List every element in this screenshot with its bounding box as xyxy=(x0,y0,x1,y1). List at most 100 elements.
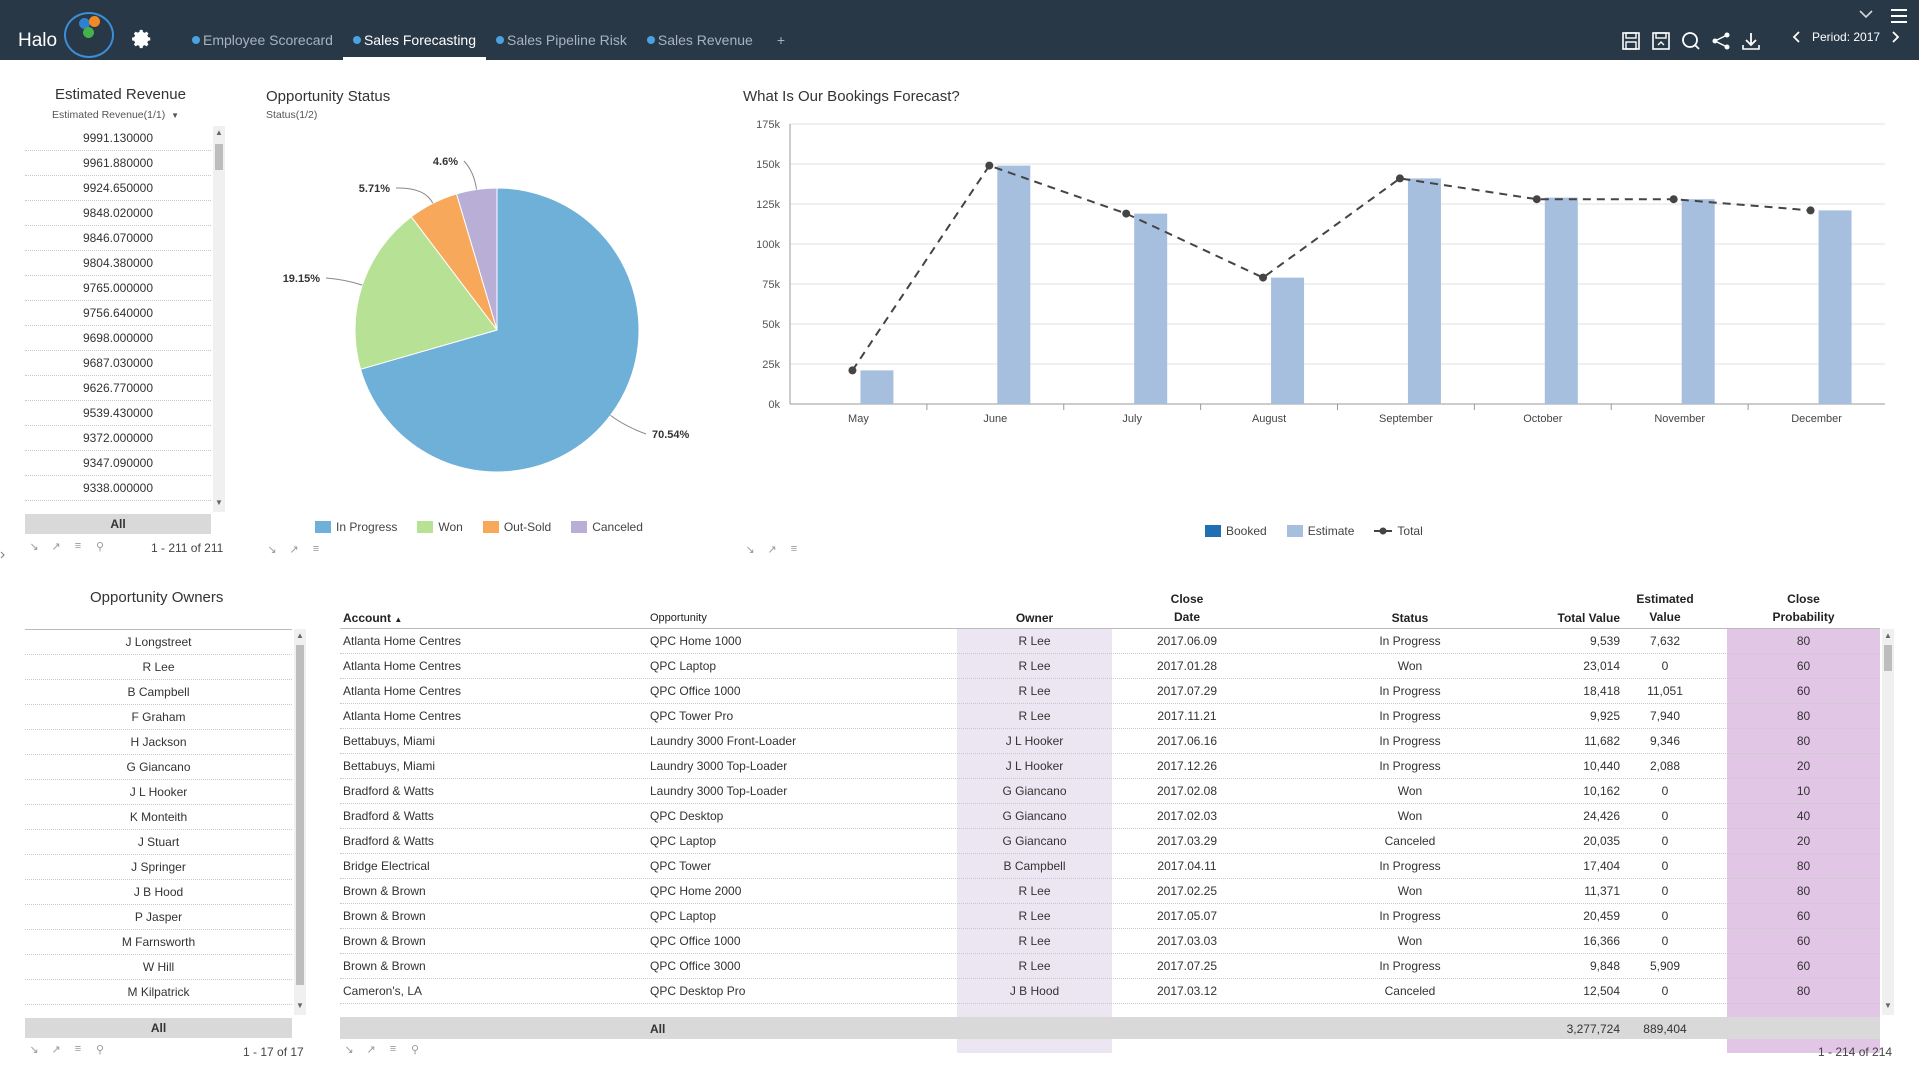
legend-item[interactable]: Out-Sold xyxy=(482,520,551,534)
bar-estimate[interactable] xyxy=(1544,197,1578,404)
list-item[interactable]: 9338.000000 xyxy=(25,476,211,501)
list-item[interactable]: 9765.000000 xyxy=(25,276,211,301)
list-item[interactable]: 9804.380000 xyxy=(25,251,211,276)
col-total-value-header[interactable]: Total Value xyxy=(1557,611,1620,625)
add-tab-button[interactable]: + xyxy=(776,32,785,48)
expand-icon[interactable]: ↗ xyxy=(289,544,299,556)
collapse-icon[interactable]: ↘ xyxy=(29,541,39,553)
save-icon[interactable] xyxy=(1620,30,1642,52)
share-icon[interactable] xyxy=(1710,30,1732,52)
expand-icon[interactable]: ↗ xyxy=(366,1044,376,1056)
legend-item[interactable]: Booked xyxy=(1205,524,1267,538)
scrollbar-thumb[interactable] xyxy=(1884,645,1892,671)
col-account-header[interactable]: Account ▲ xyxy=(343,609,402,629)
list-item[interactable]: 9924.650000 xyxy=(25,176,211,201)
menu-icon[interactable]: ≡ xyxy=(312,543,320,555)
side-panel-handle[interactable] xyxy=(0,546,6,564)
table-row[interactable]: Bridge Electrical QPC Tower B Campbell 2017… xyxy=(340,854,1880,879)
table-row[interactable]: Cameron's, LA QPC Desktop Pro J B Hood 2017… xyxy=(340,979,1880,1004)
scroll-down-icon[interactable]: ▼ xyxy=(215,498,223,507)
table-row[interactable]: Bradford & Watts QPC Laptop G Giancano 2017… xyxy=(340,829,1880,854)
expand-icon[interactable]: ↗ xyxy=(767,544,777,556)
table-row[interactable]: Atlanta Home Centres QPC Laptop R Lee 2017.… xyxy=(340,654,1880,679)
scroll-up-icon[interactable]: ▲ xyxy=(1884,631,1892,640)
chevron-left-icon[interactable] xyxy=(1792,31,1802,43)
list-item[interactable]: J L Hooker xyxy=(25,780,292,805)
chevron-down-icon[interactable] xyxy=(1858,8,1874,20)
list-item[interactable]: B Campbell xyxy=(25,680,292,705)
legend-item[interactable]: In Progress xyxy=(315,520,397,534)
col-close-date-header[interactable]: Close Date xyxy=(1112,590,1262,626)
bar-estimate[interactable] xyxy=(1818,210,1852,404)
table-row[interactable]: Bettabuys, Miami Laundry 3000 Top-Loader J… xyxy=(340,754,1880,779)
list-item[interactable]: 9539.430000 xyxy=(25,401,211,426)
opp-status-subtitle[interactable]: Status(1/2) xyxy=(266,109,318,121)
save-as-icon[interactable] xyxy=(1650,30,1672,52)
menu-icon[interactable]: ≡ xyxy=(74,1043,82,1055)
legend-item[interactable]: Estimate xyxy=(1286,524,1354,538)
total-point[interactable] xyxy=(1669,195,1678,204)
list-item[interactable]: 9372.000000 xyxy=(25,426,211,451)
total-point[interactable] xyxy=(1532,195,1541,204)
list-item[interactable]: 9991.130000 xyxy=(25,126,211,151)
bar-estimate[interactable] xyxy=(1271,277,1305,404)
col-est-value-header[interactable]: Estimated Value xyxy=(1590,590,1740,626)
est-revenue-subtitle[interactable]: Estimated Revenue(1/1) ▼ xyxy=(52,109,179,121)
list-item[interactable]: J Longstreet xyxy=(25,630,292,655)
collapse-icon[interactable]: ↘ xyxy=(344,1044,354,1056)
table-row[interactable]: Bradford & Watts QPC Desktop G Giancano 201… xyxy=(340,804,1880,829)
table-row[interactable]: Brown & Brown QPC Laptop R Lee 2017.05.07 In… xyxy=(340,904,1880,929)
scrollbar-thumb[interactable] xyxy=(215,144,223,170)
list-item[interactable]: M Farnsworth xyxy=(25,930,292,955)
legend-item[interactable]: Canceled xyxy=(571,520,643,534)
table-row[interactable]: Atlanta Home Centres QPC Home 1000 R Lee 20… xyxy=(340,629,1880,654)
total-point[interactable] xyxy=(1259,273,1268,282)
tab-sales-forecasting[interactable]: Sales Forecasting xyxy=(342,22,487,60)
col-owner-header[interactable]: Owner xyxy=(1015,611,1054,625)
list-item[interactable]: M Kilpatrick xyxy=(25,980,292,1005)
expand-icon[interactable]: ↗ xyxy=(51,541,61,553)
bar-estimate[interactable] xyxy=(997,165,1031,404)
bar-estimate[interactable] xyxy=(860,370,894,404)
pie-slice-canceled[interactable] xyxy=(455,187,498,331)
legend-item[interactable]: Total xyxy=(1374,524,1423,538)
list-item[interactable]: 9698.000000 xyxy=(25,326,211,351)
collapse-icon[interactable]: ↘ xyxy=(267,544,277,556)
scrollbar-thumb[interactable] xyxy=(296,645,304,985)
list-item[interactable]: 9687.030000 xyxy=(25,351,211,376)
list-item[interactable]: 9756.640000 xyxy=(25,301,211,326)
list-item[interactable]: W Hill xyxy=(25,955,292,980)
scroll-up-icon[interactable]: ▲ xyxy=(215,128,223,137)
bar-estimate[interactable] xyxy=(1407,178,1441,404)
list-item[interactable]: 9961.880000 xyxy=(25,151,211,176)
chevron-right-icon[interactable] xyxy=(1890,31,1900,43)
table-row[interactable]: Bettabuys, Miami Laundry 3000 Front-Loade… xyxy=(340,729,1880,754)
table-row[interactable]: Brown & Brown QPC Office 1000 R Lee 2017.03… xyxy=(340,929,1880,954)
list-item[interactable]: 9626.770000 xyxy=(25,376,211,401)
period-label[interactable]: Period: 2017 xyxy=(1812,30,1881,44)
pie-slice-in-progress[interactable] xyxy=(359,187,640,473)
total-point[interactable] xyxy=(1122,209,1131,218)
bar-estimate[interactable] xyxy=(1134,213,1168,404)
bar-estimate[interactable] xyxy=(1681,199,1715,404)
menu-icon[interactable]: ≡ xyxy=(389,1043,397,1055)
total-point[interactable] xyxy=(1806,206,1815,215)
search-icon[interactable]: ⚲ xyxy=(410,1044,420,1056)
legend-item[interactable]: Won xyxy=(417,520,463,534)
table-row[interactable]: Brown & Brown QPC Office 3000 R Lee 2017.07… xyxy=(340,954,1880,979)
menu-icon[interactable]: ≡ xyxy=(790,543,798,555)
collapse-icon[interactable]: ↘ xyxy=(29,1044,39,1056)
table-scrollbar[interactable]: ▲ ▼ xyxy=(1882,629,1894,1015)
list-item[interactable]: F Graham xyxy=(25,705,292,730)
expand-icon[interactable]: ↗ xyxy=(51,1044,61,1056)
total-point[interactable] xyxy=(985,161,994,170)
table-all-button[interactable]: All xyxy=(650,1022,666,1036)
table-row[interactable]: Atlanta Home Centres QPC Tower Pro R Lee 20… xyxy=(340,704,1880,729)
list-item[interactable]: 9848.020000 xyxy=(25,201,211,226)
est-revenue-scrollbar[interactable]: ▲ ▼ xyxy=(213,126,225,512)
tab-sales-pipeline-risk[interactable]: Sales Pipeline Risk xyxy=(486,22,637,60)
search-icon[interactable]: ⚲ xyxy=(95,1044,105,1056)
list-item[interactable]: 9347.090000 xyxy=(25,451,211,476)
scroll-up-icon[interactable]: ▲ xyxy=(296,631,304,640)
col-close-prob-header[interactable]: Close Probability xyxy=(1727,590,1880,626)
